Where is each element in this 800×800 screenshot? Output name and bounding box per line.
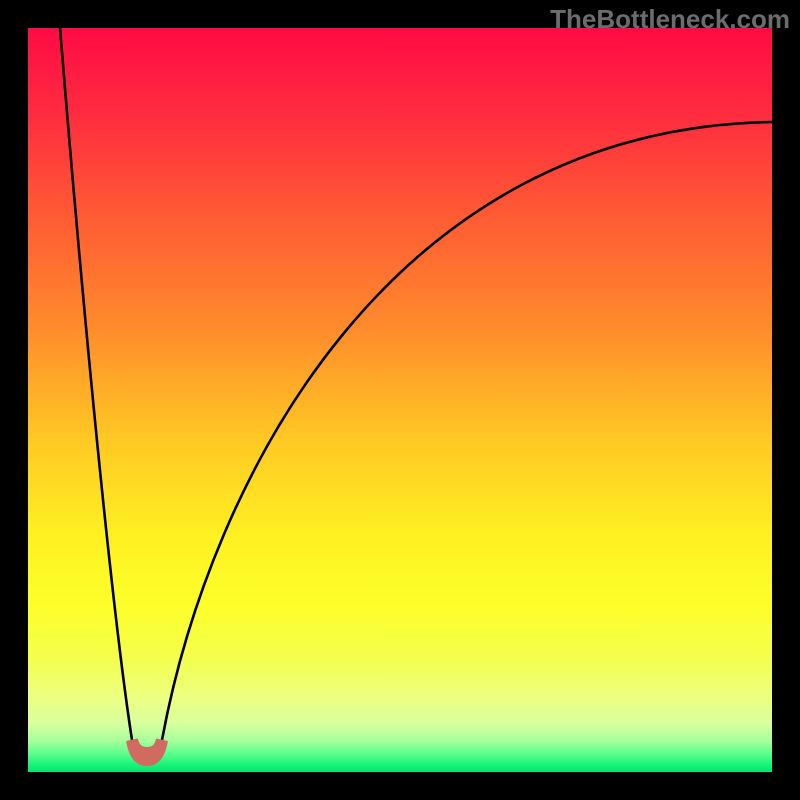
- watermark-text: TheBottleneck.com: [550, 4, 790, 35]
- gradient-background: [28, 28, 772, 772]
- bottleneck-curve-plot: [0, 0, 800, 800]
- figure-root: TheBottleneck.com: [0, 0, 800, 800]
